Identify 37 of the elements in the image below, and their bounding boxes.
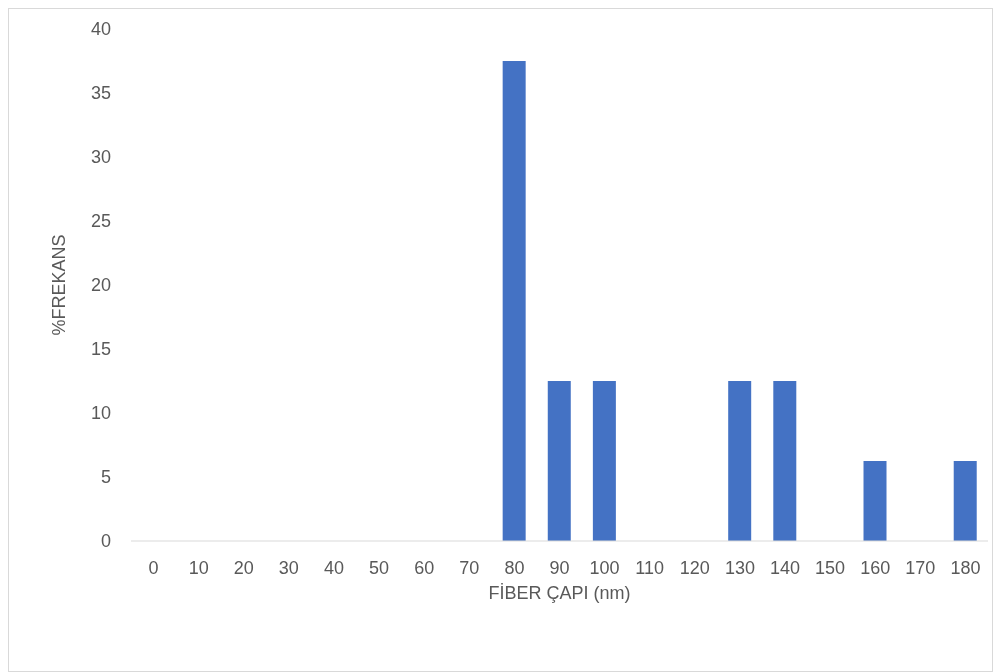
y-tick-label: 40	[90, 19, 111, 40]
x-tick-label: 70	[459, 557, 480, 578]
bar	[502, 61, 526, 541]
x-tick-label: 60	[414, 557, 435, 578]
y-tick-label: 35	[90, 83, 111, 104]
x-tick-label: 160	[860, 557, 891, 578]
bar	[863, 461, 887, 541]
x-tick-label: 10	[188, 557, 209, 578]
y-tick-label: 30	[90, 147, 111, 168]
x-tick-label: 130	[724, 557, 755, 578]
x-tick-label: 110	[635, 557, 665, 578]
x-tick-label: 170	[905, 557, 936, 578]
y-axis-title: %FREKANS	[49, 234, 70, 336]
x-tick-label: 30	[278, 557, 299, 578]
x-tick-label: 140	[770, 557, 801, 578]
y-tick-label: 0	[100, 531, 111, 552]
x-tick-label: 90	[549, 557, 570, 578]
y-tick-label: 15	[90, 339, 111, 360]
x-tick-label: 50	[369, 557, 390, 578]
x-tick-label: 150	[815, 557, 846, 578]
x-tick-label: 40	[323, 557, 344, 578]
x-tick-label: 120	[679, 557, 710, 578]
x-tick-label: 180	[950, 557, 981, 578]
y-tick-label: 5	[100, 467, 111, 488]
bar	[953, 461, 977, 541]
y-tick-label: 25	[90, 211, 111, 232]
x-tick-label: 20	[233, 557, 254, 578]
y-tick-label: 20	[90, 275, 111, 296]
y-tick-label: 10	[90, 403, 111, 424]
x-tick-label: 0	[148, 557, 159, 578]
x-tick-label: 100	[589, 557, 620, 578]
x-axis-title: FİBER ÇAPI (nm)	[488, 583, 631, 603]
x-tick-label: 80	[504, 557, 525, 578]
bar	[728, 381, 752, 541]
bar	[773, 381, 797, 541]
bar	[592, 381, 616, 541]
bar	[547, 381, 571, 541]
